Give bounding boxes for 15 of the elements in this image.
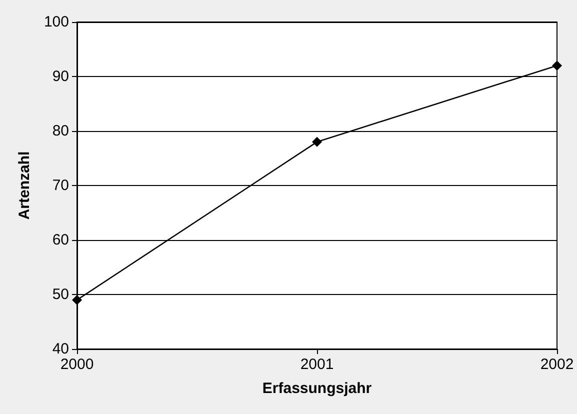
y-tick-label: 80 <box>52 122 69 140</box>
point <box>72 294 82 305</box>
x-tick-label: 2002 <box>540 356 574 373</box>
y-tick-label: 70 <box>52 177 69 194</box>
x-tick-label: 2000 <box>60 356 94 373</box>
x-tick-label: 2001 <box>300 356 334 373</box>
point <box>552 60 562 71</box>
y-tick-label: 50 <box>52 286 69 303</box>
y-tick-label: 90 <box>52 68 69 85</box>
y-tick-label: 40 <box>52 340 69 358</box>
point <box>312 136 322 147</box>
x-axis-title: Erfassungsjahr <box>262 380 372 397</box>
y-tick-label: 60 <box>52 232 69 248</box>
y-axis-title: Artenzahl <box>16 151 33 220</box>
y-tick-label: 100 <box>44 14 69 30</box>
